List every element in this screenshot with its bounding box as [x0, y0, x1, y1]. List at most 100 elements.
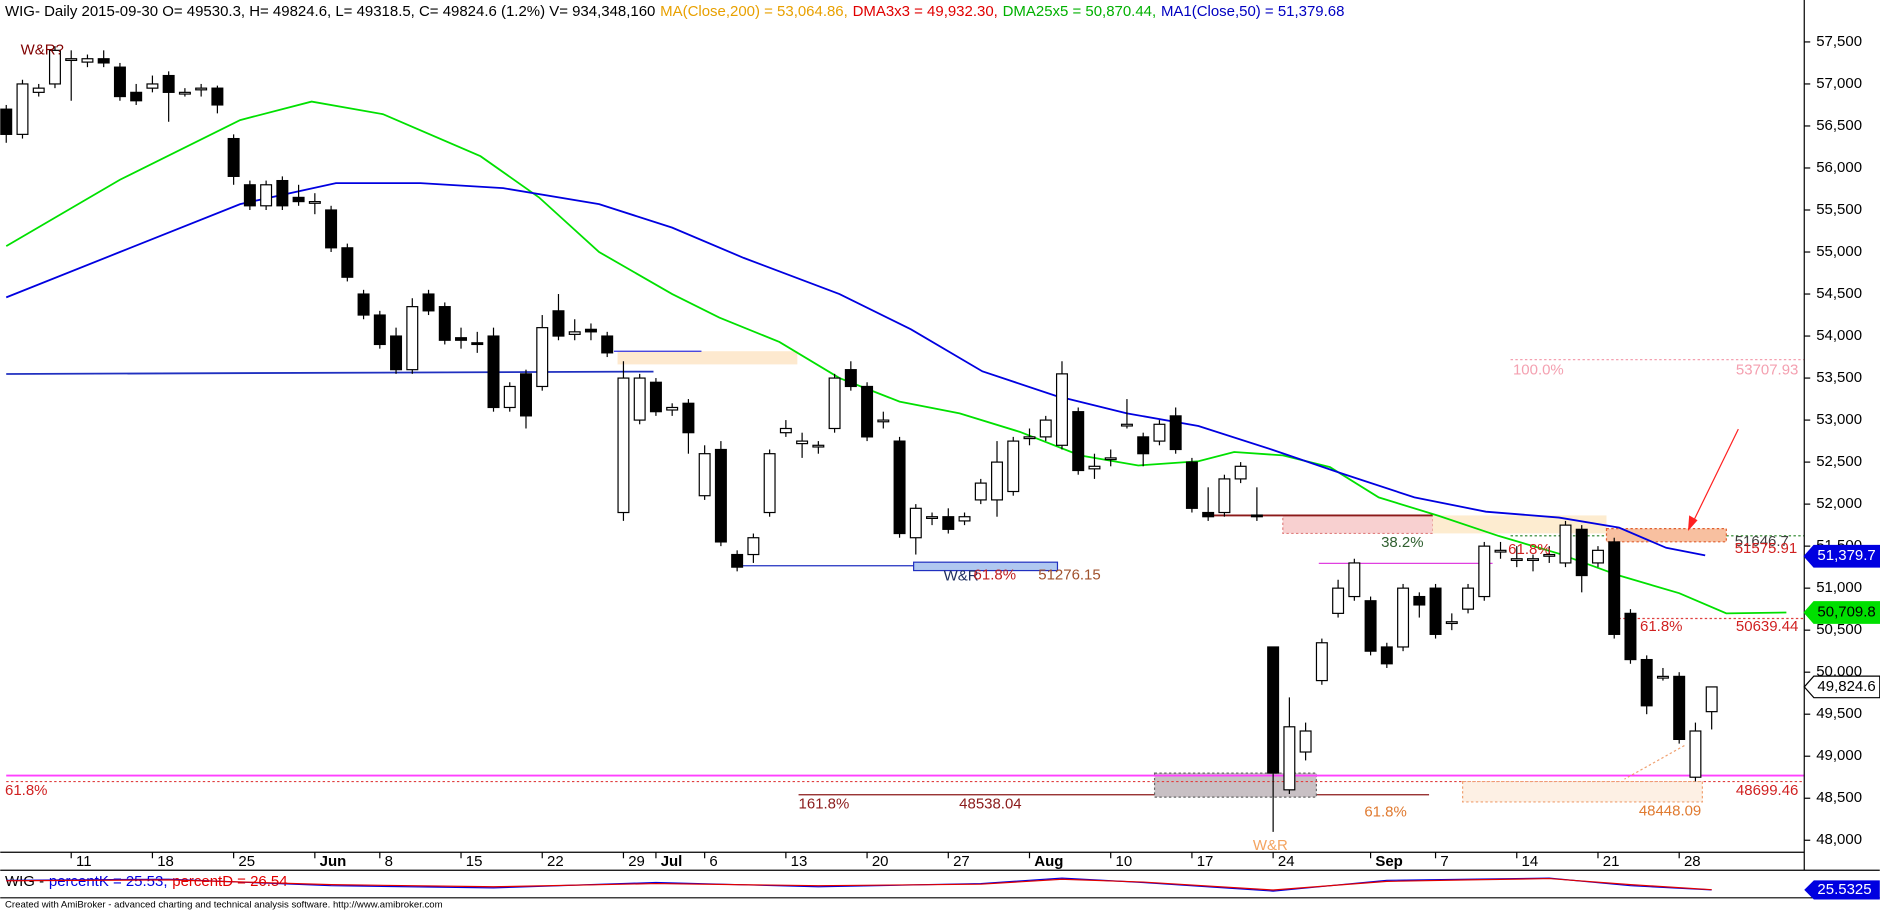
candle-body: [1689, 730, 1702, 778]
y-tick-label: 57,500: [1816, 33, 1862, 50]
candle-body: [1510, 558, 1523, 562]
candle-body: [1055, 373, 1068, 446]
annotation: 38.2%: [1381, 534, 1423, 551]
candle-body: [812, 444, 825, 448]
candle-body: [1640, 658, 1653, 707]
annotation: 53707.93: [1736, 361, 1798, 378]
candle-body: [942, 516, 955, 530]
y-tick-label: 54,500: [1816, 285, 1862, 302]
indicator-label: MA(Close,200) = 53,064.86,: [660, 3, 848, 20]
candle-body: [747, 537, 760, 556]
candle-body: [649, 381, 662, 413]
candle-body: [731, 553, 744, 568]
candle-body: [243, 184, 256, 207]
candle-body: [1039, 419, 1052, 438]
candle-body: [1656, 675, 1669, 679]
candle-body: [227, 137, 240, 177]
candle-body: [455, 337, 468, 341]
candle-body: [48, 49, 61, 85]
candle-body: [1250, 514, 1263, 518]
x-tick-label: Sep: [1375, 853, 1402, 870]
y-tick-label: 49,500: [1816, 705, 1862, 722]
candle-body: [536, 327, 549, 388]
arrow: [1691, 428, 1739, 526]
annotation: 48538.04: [959, 795, 1021, 812]
annotation: 61.8%: [1508, 541, 1550, 558]
moving-average: [5, 100, 1787, 615]
candle-body: [487, 335, 500, 409]
y-tick-label: 48,000: [1816, 831, 1862, 848]
candle-body: [1072, 411, 1085, 472]
candle-body: [422, 293, 435, 312]
candle-body: [958, 516, 971, 522]
indicator-label: DMA3x3 = 49,932.30,: [853, 3, 998, 20]
candle-body: [1445, 621, 1458, 625]
x-tick-label: 18: [157, 853, 174, 870]
x-tick-label: 24: [1278, 853, 1295, 870]
chart-header: WIG- Daily 2015-09-30 O= 49530.3, H= 498…: [5, 3, 1344, 20]
candle-body: [113, 66, 126, 98]
footer: Created with AmiBroker - advanced charti…: [5, 900, 443, 911]
candle-body: [1153, 423, 1166, 442]
y-tick-label: 48,500: [1816, 789, 1862, 806]
x-tick-label: 25: [238, 853, 255, 870]
candle-body: [16, 83, 29, 135]
candle-body: [406, 306, 419, 371]
candle-body: [1007, 440, 1020, 493]
candle-body: [617, 377, 630, 514]
candle-body: [1673, 675, 1686, 741]
annotation: 61.8%: [5, 782, 47, 799]
candle-body: [1543, 553, 1556, 557]
candle-body: [893, 440, 906, 535]
y-tick-label: 53,500: [1816, 369, 1862, 386]
price-tag-label: 51,379.7: [1817, 547, 1875, 564]
candle-body: [0, 108, 13, 135]
x-tick-label: 22: [547, 853, 564, 870]
candle-body: [1494, 549, 1507, 553]
annotation: 161.8%: [799, 795, 850, 812]
oscillator-tag: [1804, 880, 1880, 900]
candle-body: [276, 179, 289, 207]
candle-body: [1299, 730, 1312, 753]
candle-body: [390, 335, 403, 371]
y-tick-label: 51,000: [1816, 579, 1862, 596]
y-tick-label: 49,000: [1816, 747, 1862, 764]
candle-body: [1218, 478, 1231, 514]
candle-body: [1332, 587, 1345, 614]
candle-body: [503, 385, 516, 409]
y-tick-label: 56,000: [1816, 159, 1862, 176]
zone: [913, 561, 1059, 572]
annotation: W&R?: [21, 41, 64, 58]
x-tick-label: 6: [709, 853, 717, 870]
x-tick-label: 28: [1684, 853, 1701, 870]
zone: [1605, 528, 1727, 543]
y-tick-label: 52,000: [1816, 495, 1862, 512]
y-tick-label: 57,000: [1816, 75, 1862, 92]
candle-body: [1202, 511, 1215, 518]
candle-body: [909, 507, 922, 539]
price-tag-label: 50,709.8: [1817, 603, 1875, 620]
x-tick-label: Jun: [320, 853, 347, 870]
candle-body: [211, 87, 224, 106]
y-tick-label: 52,500: [1816, 453, 1862, 470]
candle-body: [146, 83, 159, 89]
y-tick-label: 56,500: [1816, 117, 1862, 134]
candle-body: [568, 331, 581, 335]
oscillator-line: [6, 877, 1712, 891]
annotation: 51575.91: [1735, 540, 1797, 557]
candle-body: [1380, 646, 1393, 665]
x-tick-label: 27: [953, 853, 970, 870]
oscillator-label: percentK = 25.53,: [49, 873, 168, 890]
candle-body: [1120, 423, 1133, 427]
oscillator-tag-label: 25.5325: [1817, 881, 1871, 898]
x-tick-label: Jul: [661, 853, 683, 870]
annotation: 51646.7: [1735, 533, 1789, 550]
price-tag-label: 49,824.6: [1817, 678, 1875, 695]
candle-body: [1104, 457, 1117, 461]
candle-body: [926, 516, 939, 519]
candle-body: [1575, 528, 1588, 577]
candle-body: [1705, 686, 1718, 713]
x-tick-label: 8: [385, 853, 393, 870]
